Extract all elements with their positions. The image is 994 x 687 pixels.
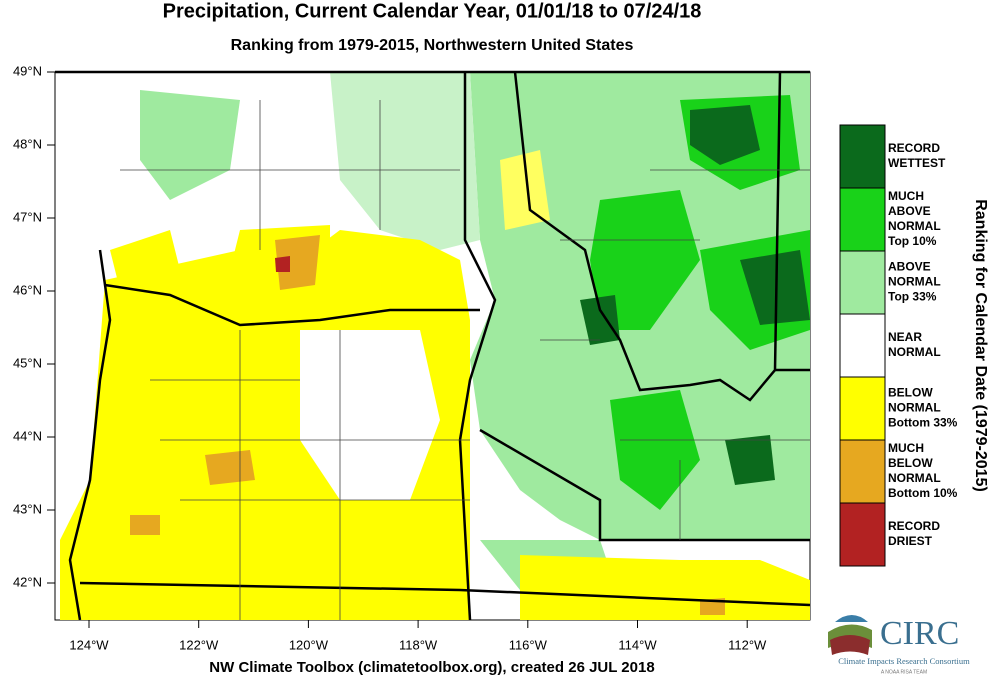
legend-label: NORMAL (888, 471, 941, 485)
legend-label: MUCH (888, 441, 924, 455)
x-tick-label: 124°W (69, 637, 109, 652)
legend-label: RECORD (888, 141, 940, 155)
y-tick-label: 42°N (13, 574, 42, 589)
logo-shape (835, 615, 868, 622)
logo-full-name: Climate Impacts Research Consortium (838, 656, 970, 666)
logo-tagline: A NOAA RISA TEAM (881, 669, 927, 675)
map-title: Precipitation, Current Calendar Year, 01… (163, 0, 702, 22)
legend-label: NORMAL (888, 401, 941, 415)
y-tick-label: 45°N (13, 355, 42, 370)
legend-swatch (839, 502, 886, 567)
logo (828, 615, 872, 655)
legend-label: NORMAL (888, 219, 941, 233)
legend-label: Top 10% (888, 234, 937, 248)
x-tick-label: 122°W (179, 637, 219, 652)
legend-label: ABOVE (888, 260, 931, 274)
legend-label: MUCH (888, 189, 924, 203)
legend-label: DRIEST (888, 534, 933, 548)
legend-label: NEAR (888, 330, 922, 344)
legend-label: ABOVE (888, 204, 931, 218)
x-tick-label: 118°W (399, 637, 438, 652)
legend-label: RECORD (888, 519, 940, 533)
legend-title: Ranking for Calendar Date (1979-2015) (972, 199, 989, 492)
y-tick-label: 49°N (13, 63, 42, 78)
x-tick-label: 112°W (728, 637, 767, 652)
y-tick-label: 48°N (13, 136, 42, 151)
legend-label: BELOW (888, 386, 933, 400)
footer: NW Climate Toolbox (climatetoolbox.org),… (209, 659, 654, 676)
legend-swatch (839, 439, 886, 504)
legend-label: BELOW (888, 456, 933, 470)
legend-label: Top 33% (888, 290, 937, 304)
y-tick-label: 46°N (13, 282, 42, 297)
map-subtitle: Ranking from 1979-2015, Northwestern Uni… (231, 37, 634, 54)
legend-label: WETTEST (888, 156, 946, 170)
legend-swatch (839, 313, 886, 378)
logo-name: CIRC (880, 615, 959, 652)
y-tick-label: 47°N (13, 209, 42, 224)
legend-label: Bottom 33% (888, 416, 958, 430)
x-tick-label: 120°W (289, 637, 329, 652)
y-tick-label: 43°N (13, 501, 42, 516)
legend-label: NORMAL (888, 345, 941, 359)
legend-swatch (839, 250, 886, 315)
map (54, 70, 811, 621)
legend-swatch (839, 376, 886, 441)
x-tick-label: 114°W (618, 637, 657, 652)
legend-label: NORMAL (888, 275, 941, 289)
legend-label: Bottom 10% (888, 486, 958, 500)
legend-swatch (839, 187, 886, 252)
x-tick-label: 116°W (509, 637, 548, 652)
logo-shape (830, 635, 870, 655)
legend-swatch (839, 124, 886, 189)
y-tick-label: 44°N (13, 428, 42, 443)
